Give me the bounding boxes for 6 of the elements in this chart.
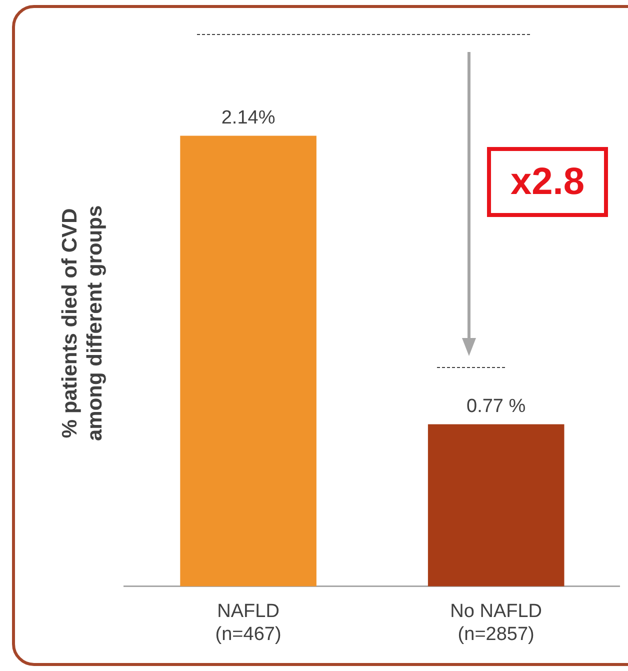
x-tick-label: No NAFLD (n=2857) (450, 601, 542, 645)
data-label: 2.14% (221, 108, 276, 129)
x-tick-label: NAFLD (n=467) (215, 601, 282, 645)
annotation: x2.8 (487, 147, 608, 217)
y-axis-title: % patients died of CVD among different groups (58, 205, 107, 442)
data-label: 0.77 % (466, 396, 526, 418)
